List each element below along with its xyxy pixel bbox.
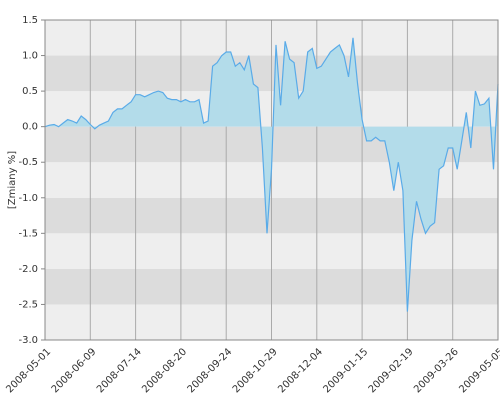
x-tick-label: 2008-07-14 — [95, 346, 144, 395]
y-axis-label: [Zmiany %] — [7, 151, 18, 209]
y-tick-label: -1.5 — [18, 228, 38, 239]
y-tick-label: -2.0 — [18, 264, 38, 275]
x-tick-label: 2009-05-05 — [457, 346, 500, 395]
x-tick-label: 2008-08-20 — [140, 346, 189, 395]
x-tick-label: 2008-09-24 — [186, 346, 235, 395]
y-tick-label: 0.0 — [22, 122, 38, 133]
line — [44, 37, 499, 312]
x-tick-label: 2008-12-04 — [276, 346, 325, 395]
y-tick-label: 1.0 — [22, 51, 38, 62]
y-tick-label: 0.5 — [22, 86, 38, 97]
y-tick-label: 1.5 — [22, 15, 38, 26]
y-tick-label: -1.0 — [18, 193, 38, 204]
x-tick-label: 2009-02-19 — [367, 346, 416, 395]
x-tick-label: 2009-03-26 — [412, 346, 461, 395]
x-tick-label: 2009-01-15 — [321, 346, 370, 395]
y-tick-label: -3.0 — [18, 335, 38, 346]
plot-frame — [44, 19, 499, 341]
area — [45, 37, 498, 312]
x-tick-label: 2008-10-29 — [231, 346, 280, 395]
y-tick-label: -0.5 — [18, 157, 38, 168]
x-tick-label: 2008-06-09 — [50, 346, 99, 395]
x-tick-label: 2008-05-01 — [4, 346, 53, 395]
y-tick-label: -2.5 — [18, 299, 38, 310]
